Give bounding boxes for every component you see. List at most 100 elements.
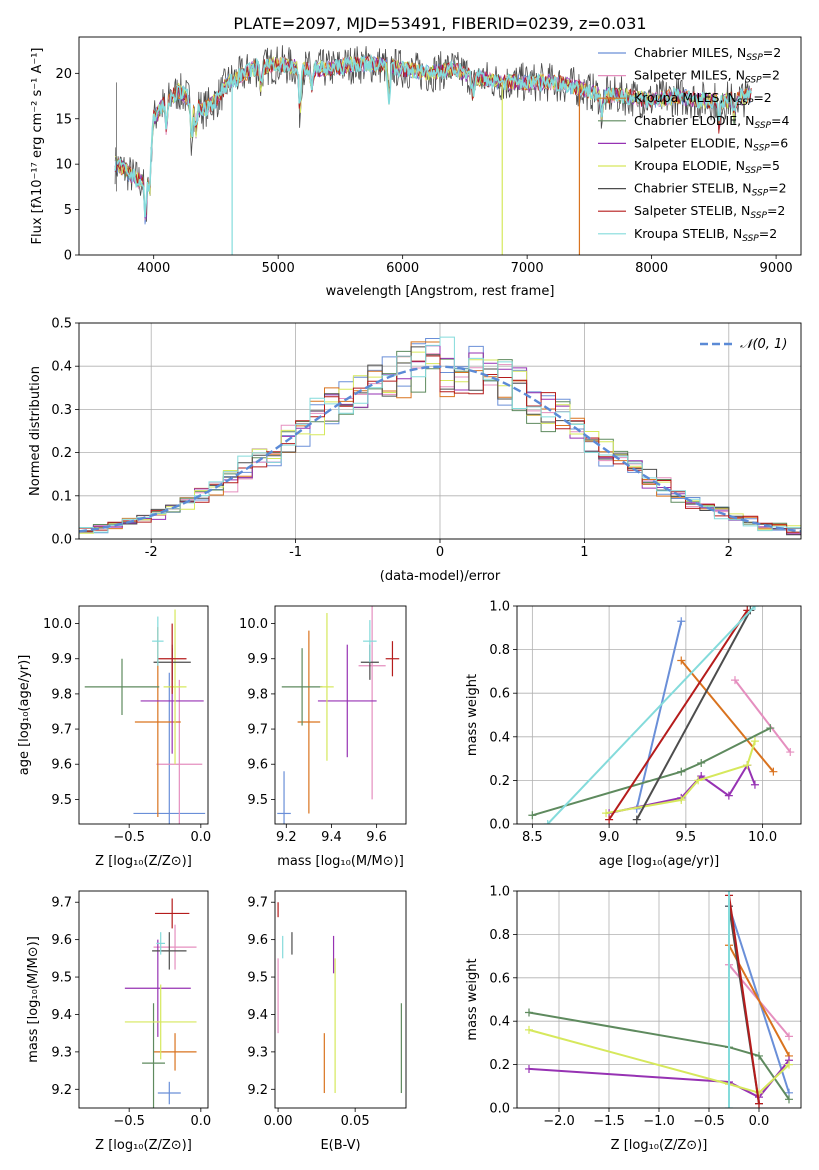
y-tick-label: 9.8 bbox=[247, 687, 268, 702]
weight-series bbox=[608, 609, 749, 821]
legend-entry: Salpeter ELODIE, NSSP=6 bbox=[634, 135, 788, 153]
Z-weight-ylabel: mass weight bbox=[465, 958, 480, 1040]
Z-mass-frame bbox=[78, 890, 209, 1109]
y-tick-label: 0.0 bbox=[489, 818, 510, 833]
residuals-xlabel: (data-model)/error bbox=[380, 569, 501, 584]
y-tick-label: 9.6 bbox=[51, 933, 72, 948]
y-tick-label: 9.2 bbox=[247, 1083, 268, 1098]
panel-mass-age: 9.2 9.4 9.6 9.5 9.6 9.7 9.8 9.9 10.0 bbox=[239, 605, 407, 845]
y-tick-label: 9.9 bbox=[51, 652, 72, 667]
weight-marker bbox=[785, 1032, 793, 1041]
weight-marker bbox=[750, 780, 759, 789]
ebv-mass-xlabel: E(B-V) bbox=[320, 1138, 360, 1153]
weight-series bbox=[680, 659, 775, 773]
x-tick-label: 0.0 bbox=[190, 830, 211, 845]
y-tick-label: 9.7 bbox=[51, 896, 72, 911]
y-tick-label: 9.9 bbox=[247, 652, 268, 667]
y-tick-label: 10 bbox=[55, 158, 72, 173]
panel-age-weight: 8.5 9.0 9.5 10.0 0.0 0.2 0.4 0.6 0.8 1.0 bbox=[489, 600, 802, 845]
y-tick-label: 0.2 bbox=[51, 446, 72, 461]
weight-marker bbox=[528, 811, 537, 820]
plot-area-ebv-mass bbox=[277, 902, 402, 1094]
y-tick-label: 9.5 bbox=[247, 793, 268, 808]
y-tick-label: 0 bbox=[64, 249, 72, 264]
weight-marker bbox=[525, 1025, 533, 1034]
age-weight-ylabel: mass weight bbox=[465, 674, 480, 756]
weight-marker bbox=[755, 1088, 763, 1097]
y-tick-label: 9.7 bbox=[247, 723, 268, 738]
plot-area-mass-age bbox=[277, 606, 400, 824]
weight-marker bbox=[786, 748, 795, 757]
residuals-frame bbox=[78, 322, 802, 540]
weight-marker bbox=[725, 891, 733, 895]
x-tick-label: 8000 bbox=[635, 261, 668, 276]
y-tick-label: 0.0 bbox=[51, 533, 72, 548]
weight-marker bbox=[677, 796, 686, 805]
x-tick-label: 0 bbox=[436, 545, 444, 560]
weight-series bbox=[635, 621, 683, 809]
y-tick-label: 0.8 bbox=[489, 643, 510, 658]
y-tick-label: 10.0 bbox=[239, 617, 268, 632]
weight-marker bbox=[697, 758, 706, 767]
x-tick-label: 9.5 bbox=[676, 830, 697, 845]
spectrum-frame bbox=[78, 36, 802, 256]
plot-area-Z-mass bbox=[124, 898, 197, 1108]
panel-Z-age: −0.5 0.0 9.5 9.6 9.7 9.8 9.9 10.0 bbox=[43, 605, 211, 845]
weight-marker bbox=[750, 737, 759, 746]
weight-marker bbox=[743, 761, 752, 770]
y-tick-label: 9.3 bbox=[247, 1045, 268, 1060]
y-tick-label: 9.5 bbox=[51, 793, 72, 808]
weight-marker bbox=[725, 1104, 733, 1108]
panel-Z-weight: −2.0 −1.5 −1.0 −0.5 0.0 0.0 0.2 0.4 0.6 0.8 1.0 bbox=[489, 885, 802, 1129]
y-tick-label: 0.2 bbox=[489, 1058, 510, 1073]
spectrum-legend: Chabrier MILES, NSSP=2 Salpeter MILES, NS… bbox=[598, 45, 789, 244]
spectrum-line bbox=[114, 45, 752, 222]
y-tick-label: 0.2 bbox=[489, 774, 510, 789]
y-tick-label: 9.4 bbox=[247, 1008, 268, 1023]
residuals-ylabel: Normed distribution bbox=[28, 366, 43, 496]
Z-age-frame bbox=[78, 605, 209, 825]
spectrum-line bbox=[114, 54, 752, 218]
weight-marker bbox=[755, 1099, 763, 1108]
x-tick-label: 9.2 bbox=[276, 830, 297, 845]
weight-series bbox=[546, 606, 756, 824]
y-tick-label: 9.6 bbox=[247, 758, 268, 773]
y-tick-label: 9.2 bbox=[51, 1083, 72, 1098]
age-weight-frame bbox=[516, 605, 802, 825]
Z-age-ylabel: age [log₁₀(age/yr)] bbox=[17, 655, 32, 776]
x-tick-label: -2 bbox=[145, 545, 158, 560]
x-tick-label: 1 bbox=[580, 545, 588, 560]
legend-entry: Salpeter MILES, NSSP=2 bbox=[634, 68, 780, 86]
Z-weight-xlabel: Z [log₁₀(Z/Z⊙)] bbox=[611, 1138, 708, 1153]
weight-marker bbox=[605, 815, 614, 824]
plot-layer: 4000 5000 6000 7000 8000 900005101520waveleng… bbox=[17, 36, 802, 1153]
weight-marker bbox=[525, 1064, 533, 1073]
weight-marker bbox=[766, 724, 775, 733]
x-tick-label: 8.5 bbox=[522, 830, 543, 845]
legend-entry: Salpeter STELIB, NSSP=2 bbox=[634, 203, 785, 221]
x-tick-label: −2.0 bbox=[543, 1114, 575, 1129]
y-tick-label: 9.7 bbox=[247, 896, 268, 911]
y-tick-label: 0.1 bbox=[51, 489, 72, 504]
Z-mass-ylabel: mass [log₁₀(M/M⊙)] bbox=[26, 936, 41, 1063]
legend-entry: Kroupa ELODIE, NSSP=5 bbox=[634, 158, 780, 176]
plot-area-Z-age bbox=[84, 609, 206, 824]
x-tick-label: 9.6 bbox=[366, 830, 387, 845]
weight-series bbox=[532, 727, 771, 817]
plot-area-spectrum bbox=[114, 45, 752, 255]
y-tick-label: 1.0 bbox=[489, 885, 510, 900]
grid-age-weight bbox=[517, 605, 801, 825]
x-tick-label: 9.4 bbox=[321, 830, 342, 845]
ebv-mass-frame bbox=[274, 890, 407, 1109]
mass-age-frame bbox=[274, 605, 407, 825]
weight-series bbox=[528, 1028, 790, 1094]
weight-marker bbox=[632, 815, 641, 824]
x-tick-label: −0.5 bbox=[113, 830, 145, 845]
y-tick-label: 0.6 bbox=[489, 971, 510, 986]
panel-residuals: -2 -1 0 1 2 0.0 0.1 0.2 0.3 0.4 0.5 bbox=[51, 317, 802, 560]
y-tick-label: 0.6 bbox=[489, 687, 510, 702]
x-tick-label: 4000 bbox=[137, 261, 170, 276]
plot-area-Z-weight bbox=[525, 891, 793, 1108]
mass-age-xlabel: mass [log₁₀(M/M⊙)] bbox=[277, 854, 404, 869]
x-tick-label: −1.5 bbox=[593, 1114, 625, 1129]
